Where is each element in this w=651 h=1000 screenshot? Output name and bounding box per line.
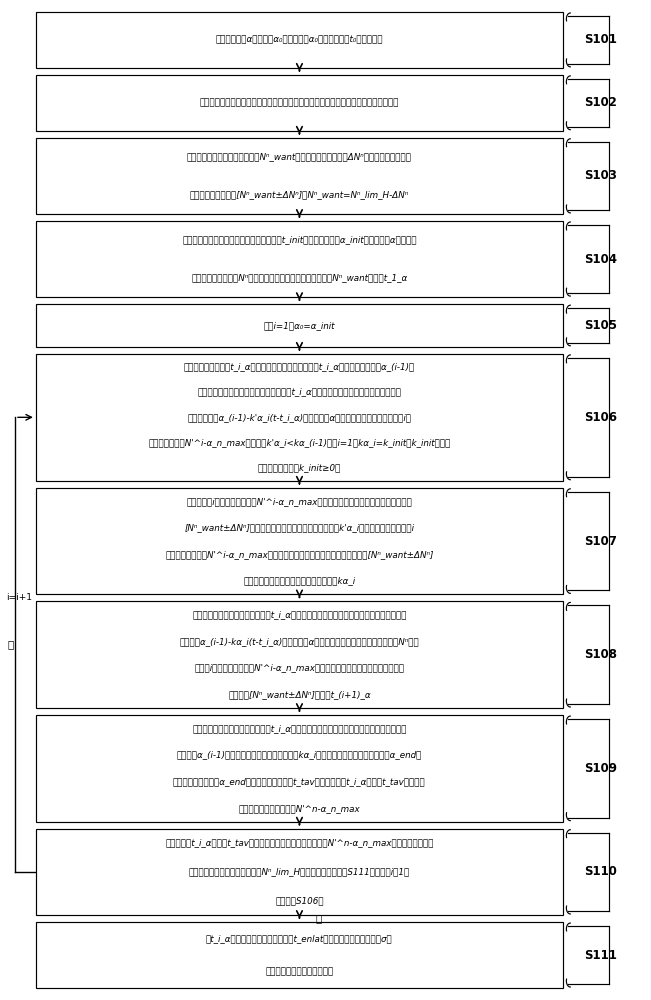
Text: 是: 是 bbox=[316, 914, 322, 924]
Text: 动平衡的波动区域为[Nⁿ_want±ΔNⁿ]，Nⁿ_want=Nⁿ_lim_H-ΔNⁿ: 动平衡的波动区域为[Nⁿ_want±ΔNⁿ]，Nⁿ_want=Nⁿ_lim_H-… bbox=[190, 190, 409, 199]
FancyBboxPatch shape bbox=[36, 715, 563, 822]
Text: 初始状态，以α_(i-1)-k'α_i(t-t_i_α)为设计攻角α进行再入飞行时，飞行器的第i首: 初始状态，以α_(i-1)-k'α_i(t-t_i_α)为设计攻角α进行再入飞行… bbox=[187, 413, 411, 422]
Text: 首个法向过载峰値N'^i-α_n_max处于所述期望的法向过载动平衡的波动区域[Nⁿ_want±ΔNⁿ]: 首个法向过载峰値N'^i-α_n_max处于所述期望的法向过载动平衡的波动区域[… bbox=[165, 550, 434, 559]
FancyBboxPatch shape bbox=[36, 488, 563, 594]
Text: 当飞行器再入飞行至t_i_α时刻，获取飞行器再入飞行至t_i_α时刻的实际攻角値α_(i-1)；: 当飞行器再入飞行至t_i_α时刻，获取飞行器再入飞行至t_i_α时刻的实际攻角値… bbox=[184, 362, 415, 371]
FancyBboxPatch shape bbox=[36, 922, 563, 988]
Text: S108: S108 bbox=[584, 648, 617, 661]
Text: i=i+1: i=i+1 bbox=[7, 593, 33, 602]
Text: S104: S104 bbox=[584, 253, 617, 266]
Text: S106: S106 bbox=[584, 411, 617, 424]
Text: 返回步骤S106。: 返回步骤S106。 bbox=[275, 896, 324, 905]
Text: [Nⁿ_want±ΔNⁿ]，根据比较结果对设计攻角的下降斜率k'α_i进行调整，直到所述第i: [Nⁿ_want±ΔNⁿ]，根据比较结果对设计攻角的下降斜率k'α_i进行调整，… bbox=[184, 523, 415, 532]
Text: 进行亚轨道飞行器的横向调整: 进行亚轨道飞行器的横向调整 bbox=[266, 967, 333, 976]
FancyBboxPatch shape bbox=[36, 304, 563, 347]
Text: 否: 否 bbox=[8, 640, 14, 650]
Text: 个法向过载峰値N'^i-α_n_max；其中，k'α_i<kα_(i-1)，当i=1，kα_i=k_init，k_init为攻角: 个法向过载峰値N'^i-α_n_max；其中，k'α_i<kα_(i-1)，当i… bbox=[148, 438, 450, 447]
FancyBboxPatch shape bbox=[36, 138, 563, 214]
Text: 建立飞行器同态预测模型，所述预测模型的初始状态为所述起始时刻对应的飞行器状态: 建立飞行器同态预测模型，所述预测模型的初始状态为所述起始时刻对应的飞行器状态 bbox=[200, 98, 399, 107]
Text: S111: S111 bbox=[584, 949, 617, 962]
Text: 利用飞行器同态预测模型，预测从起始时刻t_init开始，以初始値α_init为设计攻角α进行再入: 利用飞行器同态预测模型，预测从起始时刻t_init开始，以初始値α_init为设… bbox=[182, 236, 417, 245]
Text: S107: S107 bbox=[584, 535, 617, 548]
Text: S110: S110 bbox=[584, 865, 617, 878]
Text: 设定法向过载动平衡的期望中値Nⁿ_want和法向过载波动限幅値ΔNⁿ，则期望的法向过载: 设定法向过载动平衡的期望中値Nⁿ_want和法向过载波动限幅値ΔNⁿ，则期望的法… bbox=[187, 152, 412, 161]
Text: 下降斜率初始値，k_init≥0。: 下降斜率初始値，k_init≥0。 bbox=[258, 464, 341, 473]
FancyBboxPatch shape bbox=[36, 354, 563, 481]
Text: 利用飞行器同态预测模型，预测以飞行器t_i_α时刻的飞行状态为所述同态预测模型的: 利用飞行器同态预测模型，预测以飞行器t_i_α时刻的飞行状态为所述同态预测模型的 bbox=[197, 387, 402, 396]
Text: 轨道飞行器再入法向过载的允値Nⁿ_lim_H，如果是，进入步骤S111；否则，i加1，: 轨道飞行器再入法向过载的允値Nⁿ_lim_H，如果是，进入步骤S111；否则，i… bbox=[189, 867, 410, 876]
FancyBboxPatch shape bbox=[36, 12, 563, 68]
Text: S102: S102 bbox=[584, 96, 617, 109]
Text: 内，并确定此时对应的设计攻角下降斜率kα_i: 内，并确定此时对应的设计攻角下降斜率kα_i bbox=[243, 577, 355, 586]
FancyBboxPatch shape bbox=[36, 601, 563, 708]
FancyBboxPatch shape bbox=[36, 221, 563, 297]
Text: 所述第i首个法向过载峰値N'^i-α_n_max后，脱离所述期望的法向过载动平衡的: 所述第i首个法向过载峰値N'^i-α_n_max后，脱离所述期望的法向过载动平衡… bbox=[195, 664, 404, 673]
Text: 以t_i_α时刻作为质平横向调整时刻t_enlat，加入飞行器速度倾斜角σ，: 以t_i_α时刻作为质平横向调整时刻t_enlat，加入飞行器速度倾斜角σ， bbox=[206, 934, 393, 943]
Text: 设算调整至目标攻角α_end所对应时刻的预测値t_tav，同时获取从t_i_α时刻至t_tav时刻之间: 设算调整至目标攻角α_end所对应时刻的预测値t_tav，同时获取从t_i_α时… bbox=[173, 777, 426, 786]
Text: 的飞行器法向过载最大値N'^n-α_n_max: 的飞行器法向过载最大値N'^n-α_n_max bbox=[239, 804, 360, 813]
Text: 状态，以α_(i-1)-kα_i(t-t_i_α)为设计攻角α进行再入飞行时，飞行器的法向过载Nⁿ经过: 状态，以α_(i-1)-kα_i(t-t_i_α)为设计攻角α进行再入飞行时，飞… bbox=[180, 637, 419, 646]
Text: S105: S105 bbox=[584, 319, 617, 332]
Text: 设定i=1；α₀=α_init: 设定i=1；α₀=α_init bbox=[264, 321, 335, 330]
Text: 选取设计攻角α的初始値α₀，以初始値α₀所对应的时刻t₀为起始时刻: 选取设计攻角α的初始値α₀，以初始値α₀所对应的时刻t₀为起始时刻 bbox=[215, 35, 383, 44]
Text: 利用飞行器同态预测模型，预测以t_i_α时刻飞行器的飞行状态为所述同态预测模型的初始: 利用飞行器同态预测模型，预测以t_i_α时刻飞行器的飞行状态为所述同态预测模型的… bbox=[192, 610, 407, 619]
Text: S103: S103 bbox=[584, 169, 617, 182]
Text: 比较所述第i首个法向过载峰値N'^i-α_n_max和所述期望的法向过载动平衡的波动区域: 比较所述第i首个法向过载峰値N'^i-α_n_max和所述期望的法向过载动平衡的… bbox=[187, 497, 412, 506]
Text: 状态，以α_(i-1)为设计攻角进行再入飞行时，以kα_i为恒定下降斜率调整至目标攻角α_end，: 状态，以α_(i-1)为设计攻角进行再入飞行时，以kα_i为恒定下降斜率调整至目… bbox=[177, 751, 422, 760]
Text: 波动区域[Nⁿ_want±ΔNⁿ]的时刻t_(i+1)_α: 波动区域[Nⁿ_want±ΔNⁿ]的时刻t_(i+1)_α bbox=[228, 690, 371, 699]
Text: S101: S101 bbox=[584, 33, 617, 46]
Text: S109: S109 bbox=[584, 762, 617, 775]
Text: 利用飞行器同态预测模型，预测以t_i_α时刻飞行器的飞行状态为所述同态预测模型的初始: 利用飞行器同态预测模型，预测以t_i_α时刻飞行器的飞行状态为所述同态预测模型的… bbox=[192, 724, 407, 733]
FancyBboxPatch shape bbox=[36, 75, 563, 131]
FancyBboxPatch shape bbox=[36, 829, 563, 915]
Text: 判断所述从t_i_α时刻至t_tav时刻之间的飞行器法向过载最大値N'^n-α_n_max是否不大于所述亚: 判断所述从t_i_α时刻至t_tav时刻之间的飞行器法向过载最大値N'^n-α_… bbox=[165, 839, 434, 848]
Text: 飞行，达到法向过载Nⁿ大于等于法向过载动平衡的期望中値Nⁿ_want的时刻t_1_α: 飞行，达到法向过载Nⁿ大于等于法向过载动平衡的期望中値Nⁿ_want的时刻t_1… bbox=[191, 274, 408, 283]
